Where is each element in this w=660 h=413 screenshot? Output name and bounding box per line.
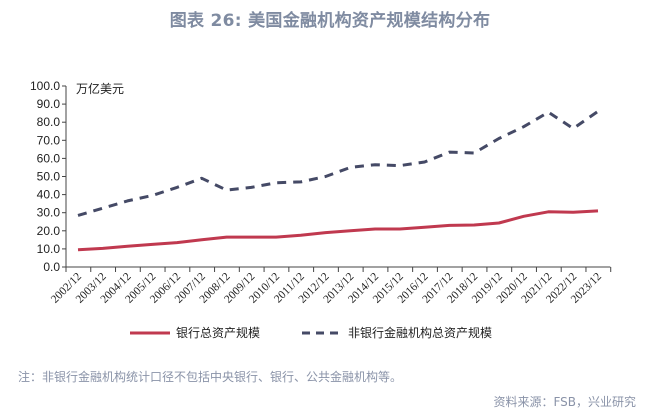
data-source: 资料来源：FSB，兴业研究 xyxy=(493,395,636,409)
line-chart: 0.0 10.0 20.0 30.0 40.0 50.0 60.0 70.0 80.0 90.0 1… xyxy=(30,79,612,340)
y-tick-label: 80.0 xyxy=(37,115,61,129)
legend-label-bank: 银行总资产规模 xyxy=(176,325,260,340)
y-tick-label: 40.0 xyxy=(37,188,61,202)
chart-axes: 0.0 10.0 20.0 30.0 40.0 50.0 60.0 70.0 80.0 90.0 1… xyxy=(30,79,612,306)
chart-footnote: 注：非银行金融机构统计口径不包括中央银行、银行、公共金融机构等。 xyxy=(18,370,403,384)
series-line-nonbank xyxy=(77,110,599,217)
y-axis-unit-label: 万亿美元 xyxy=(76,81,124,96)
chart-title: 图表 26: 美国金融机构资产规模结构分布 xyxy=(169,11,491,31)
legend-label-nonbank: 非银行金融机构总资产规模 xyxy=(348,325,492,340)
y-tick-label: 20.0 xyxy=(37,224,61,238)
y-tick-label: 50.0 xyxy=(37,170,61,184)
y-tick-label: 90.0 xyxy=(37,97,61,111)
chart-legend: 银行总资产规模 非银行金融机构总资产规模 xyxy=(130,325,492,340)
y-tick-label: 70.0 xyxy=(37,133,61,147)
y-tick-label: 0.0 xyxy=(43,260,60,274)
y-tick-label: 30.0 xyxy=(37,206,61,220)
y-tick-label: 10.0 xyxy=(37,242,61,256)
chart-series xyxy=(77,110,599,252)
y-tick-label: 100.0 xyxy=(30,79,60,93)
series-line-bank xyxy=(77,209,599,252)
y-tick-label: 60.0 xyxy=(37,151,61,165)
